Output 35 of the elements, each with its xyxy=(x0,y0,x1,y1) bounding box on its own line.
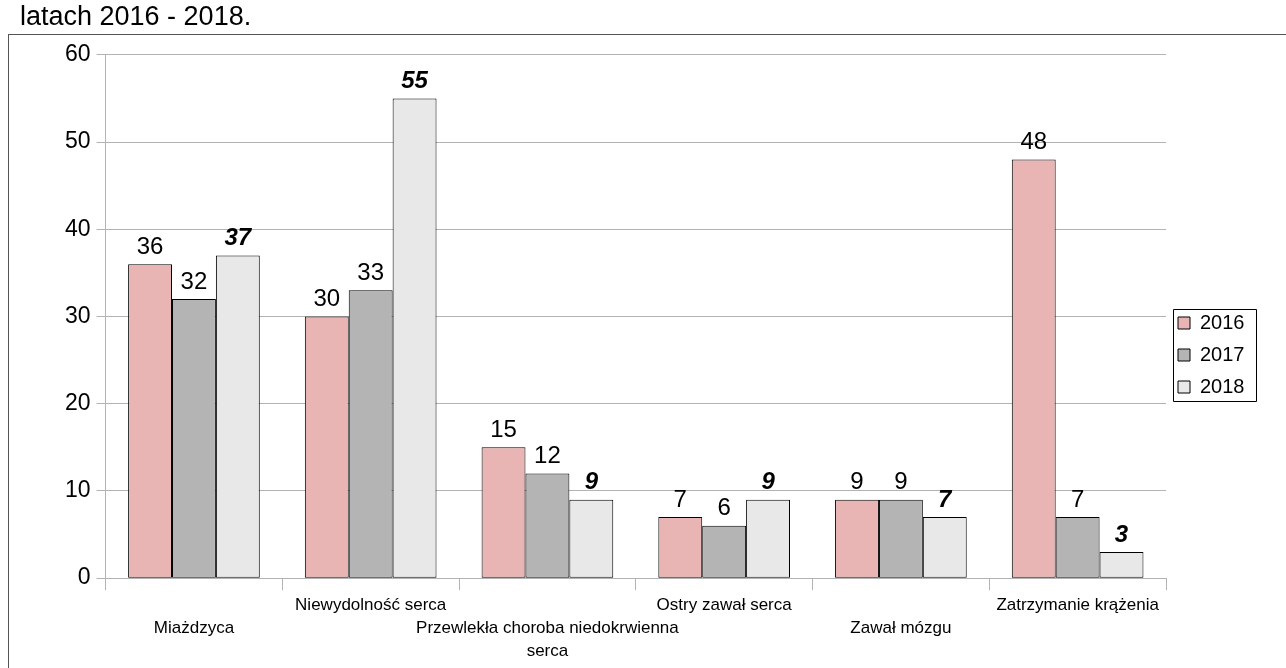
y-tick-label: 50 xyxy=(64,127,91,154)
x-tick-label: Niewydolność serca xyxy=(295,595,447,615)
legend-label: 2018 xyxy=(1200,374,1245,397)
x-tick-label: Przewlekła choroba niedokrwienna serca xyxy=(416,618,680,661)
legend-label: 2016 xyxy=(1200,310,1245,333)
y-tick-label: 40 xyxy=(64,214,91,241)
x-tick-label: Zawał mózgu xyxy=(850,618,952,638)
data-label: 12 xyxy=(534,441,561,469)
data-label: 9 xyxy=(584,467,599,495)
y-tick-label: 20 xyxy=(64,389,91,416)
x-tick-label: Miażdzyca xyxy=(153,618,235,638)
data-label: 33 xyxy=(357,257,385,285)
data-label: 9 xyxy=(761,467,776,495)
data-label: 36 xyxy=(136,231,164,259)
data-label: 6 xyxy=(717,493,731,521)
x-tick-label: Ostry zawał serca xyxy=(656,595,793,615)
y-tick-label: 10 xyxy=(64,476,91,503)
data-label: 9 xyxy=(850,467,864,495)
data-label: 30 xyxy=(313,284,341,312)
x-tick-label: Zatrzymanie krążenia xyxy=(996,595,1160,615)
data-label: 7 xyxy=(673,484,687,512)
data-label: 55 xyxy=(401,66,429,94)
data-label: 9 xyxy=(894,467,908,495)
legend-label: 2017 xyxy=(1200,342,1245,365)
y-tick-label: 60 xyxy=(64,40,91,67)
data-label: 32 xyxy=(180,266,208,294)
y-tick-label: 30 xyxy=(64,301,91,328)
data-label: 37 xyxy=(224,223,253,251)
data-label: 3 xyxy=(1114,519,1129,547)
data-label: 15 xyxy=(490,414,517,442)
chart-title: latach 2016 - 2018. xyxy=(20,1,252,32)
data-label: 7 xyxy=(938,484,954,512)
data-label: 48 xyxy=(1020,127,1048,155)
data-label: 7 xyxy=(1070,484,1085,512)
y-tick-label: 0 xyxy=(77,563,91,590)
